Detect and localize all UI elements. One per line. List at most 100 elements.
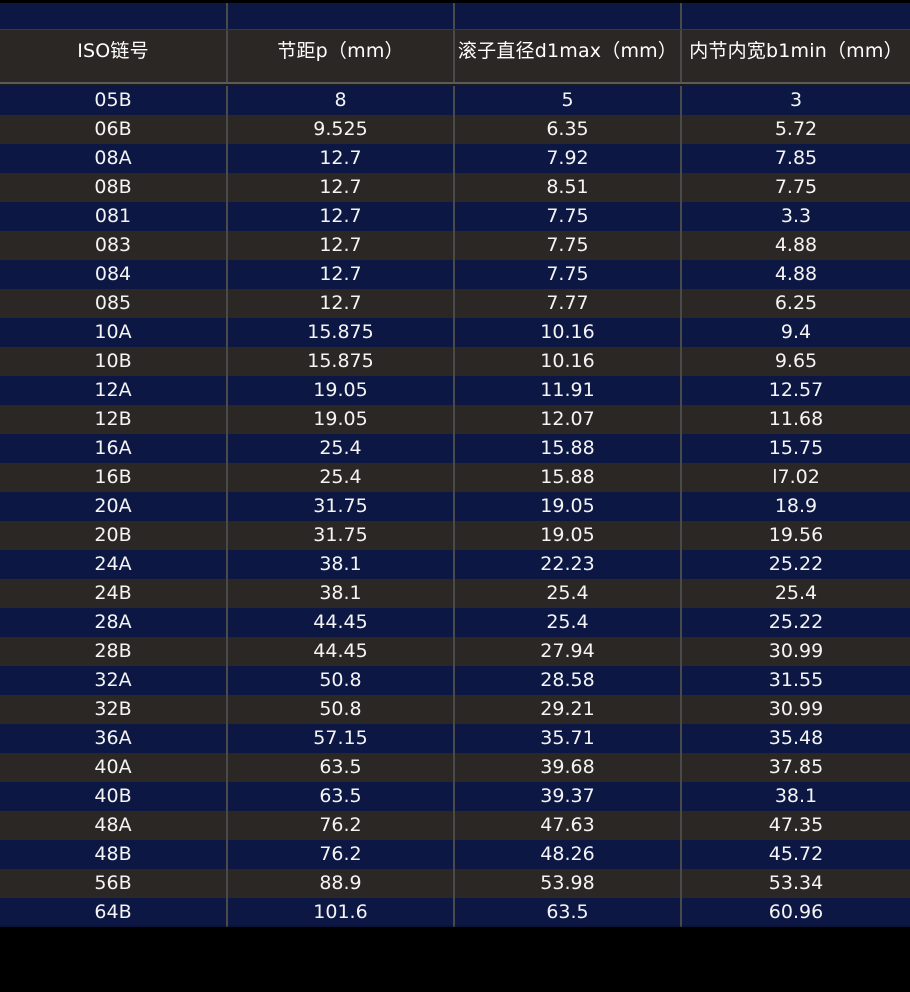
roller-diameter-cell: 6.35 xyxy=(455,115,682,144)
roller-diameter-cell: 15.88 xyxy=(455,463,682,492)
chain-number-cell: 085 xyxy=(0,289,228,318)
pitch-cell: 76.2 xyxy=(228,840,455,869)
inner-width-cell: 7.75 xyxy=(774,176,818,198)
roller-diameter-cell: 8.51 xyxy=(455,173,682,202)
chain-number-cell: 28B xyxy=(0,637,228,666)
pitch-cell: 63.5 xyxy=(228,782,455,811)
roller-diameter-cell: 53.98 xyxy=(455,869,682,898)
inner-width-cell: 25.22 xyxy=(768,611,824,633)
table-row: 64B 101.6 63.5 60.96 xyxy=(0,898,910,927)
chain-number-cell: 24A xyxy=(0,550,228,579)
inner-width-cell: 30.99 xyxy=(768,640,824,662)
top-band-cell xyxy=(455,3,682,29)
table-row: 10A 15.875 10.16 9.4 xyxy=(0,318,910,347)
table-row: 083 12.7 7.75 4.88 xyxy=(0,231,910,260)
inner-width-cell: 19.56 xyxy=(768,524,824,546)
table-row: 36A 57.15 35.71 35.48 xyxy=(0,724,910,753)
inner-width-cell: l7.02 xyxy=(772,466,820,488)
roller-diameter-cell: 48.26 xyxy=(455,840,682,869)
pitch-cell: 63.5 xyxy=(228,753,455,782)
chain-number-cell: 16B xyxy=(0,463,228,492)
roller-diameter-cell: 5 xyxy=(455,86,682,115)
table-row: 081 12.7 7.75 3.3 xyxy=(0,202,910,231)
top-band-cell xyxy=(228,3,455,29)
pitch-cell: 25.4 xyxy=(228,463,455,492)
table-row: 12A 19.05 11.91 12.57 xyxy=(0,376,910,405)
inner-width-cell: 4.88 xyxy=(774,263,818,285)
pitch-cell: 101.6 xyxy=(228,898,455,927)
inner-width-cell: 12.57 xyxy=(768,379,824,401)
roller-diameter-cell: 63.5 xyxy=(455,898,682,927)
pitch-cell: 38.1 xyxy=(228,550,455,579)
pitch-cell: 8 xyxy=(228,86,455,115)
inner-width-cell: 11.68 xyxy=(768,408,824,430)
table-row: 32B 50.8 29.21 30.99 xyxy=(0,695,910,724)
roller-diameter-cell: 12.07 xyxy=(455,405,682,434)
inner-width-cell: 47.35 xyxy=(768,814,824,836)
chain-number-cell: 081 xyxy=(0,202,228,231)
inner-width-cell: 9.65 xyxy=(774,350,818,372)
chain-number-cell: 084 xyxy=(0,260,228,289)
pitch-cell: 12.7 xyxy=(228,202,455,231)
pitch-cell: 12.7 xyxy=(228,144,455,173)
roller-diameter-cell: 10.16 xyxy=(455,318,682,347)
inner-width-cell: 18.9 xyxy=(774,495,818,517)
roller-diameter-cell: 7.77 xyxy=(455,289,682,318)
table-row: 40B 63.5 39.37 38.1 xyxy=(0,782,910,811)
table-header-row: ISO链号 节距p（mm） 滚子直径d1max（mm） 内节内宽b1min（mm… xyxy=(0,30,910,84)
table-row: 48A 76.2 47.63 47.35 xyxy=(0,811,910,840)
roller-diameter-cell: 25.4 xyxy=(455,608,682,637)
roller-diameter-cell: 7.92 xyxy=(455,144,682,173)
header-roller-diameter: 滚子直径d1max（mm） xyxy=(455,30,682,82)
pitch-cell: 15.875 xyxy=(228,318,455,347)
table-row: 084 12.7 7.75 4.88 xyxy=(0,260,910,289)
table-row: 16A 25.4 15.88 15.75 xyxy=(0,434,910,463)
inner-width-cell: 45.72 xyxy=(768,843,824,865)
chain-number-cell: 08A xyxy=(0,144,228,173)
pitch-cell: 12.7 xyxy=(228,173,455,202)
pitch-cell: 12.7 xyxy=(228,260,455,289)
header-inner-width: 内节内宽b1min（mm） xyxy=(689,40,903,62)
chain-number-cell: 08B xyxy=(0,173,228,202)
roller-diameter-cell: 22.23 xyxy=(455,550,682,579)
pitch-cell: 57.15 xyxy=(228,724,455,753)
pitch-cell: 31.75 xyxy=(228,492,455,521)
roller-diameter-cell: 19.05 xyxy=(455,521,682,550)
table-top-band xyxy=(0,3,910,30)
inner-width-cell: 3.3 xyxy=(780,205,812,227)
chain-number-cell: 64B xyxy=(0,898,228,927)
chain-number-cell: 05B xyxy=(0,86,228,115)
table-row: 40A 63.5 39.68 37.85 xyxy=(0,753,910,782)
pitch-cell: 44.45 xyxy=(228,608,455,637)
chain-number-cell: 12A xyxy=(0,376,228,405)
pitch-cell: 88.9 xyxy=(228,869,455,898)
table-row: 48B 76.2 48.26 45.72 xyxy=(0,840,910,869)
inner-width-cell: 38.1 xyxy=(774,785,818,807)
inner-width-cell: 4.88 xyxy=(774,234,818,256)
table-row: 24A 38.1 22.23 25.22 xyxy=(0,550,910,579)
inner-width-cell: 3 xyxy=(789,89,803,111)
table-row: 085 12.7 7.77 6.25 xyxy=(0,289,910,318)
roller-diameter-cell: 7.75 xyxy=(455,231,682,260)
table-row: 28A 44.45 25.4 25.22 xyxy=(0,608,910,637)
inner-width-cell: 60.96 xyxy=(768,901,824,923)
roller-diameter-cell: 15.88 xyxy=(455,434,682,463)
inner-width-cell: 37.85 xyxy=(768,756,824,778)
pitch-cell: 44.45 xyxy=(228,637,455,666)
table-row: 24B 38.1 25.4 25.4 xyxy=(0,579,910,608)
inner-width-cell: 31.55 xyxy=(768,669,824,691)
table-row: 20A 31.75 19.05 18.9 xyxy=(0,492,910,521)
roller-diameter-cell: 28.58 xyxy=(455,666,682,695)
inner-width-cell: 25.22 xyxy=(768,553,824,575)
chain-number-cell: 12B xyxy=(0,405,228,434)
pitch-cell: 12.7 xyxy=(228,289,455,318)
roller-diameter-cell: 19.05 xyxy=(455,492,682,521)
table-row: 12B 19.05 12.07 11.68 xyxy=(0,405,910,434)
chain-spec-table: ISO链号 节距p（mm） 滚子直径d1max（mm） 内节内宽b1min（mm… xyxy=(0,3,910,938)
table-row: 08A 12.7 7.92 7.85 xyxy=(0,144,910,173)
top-band-cell xyxy=(0,3,228,29)
roller-diameter-cell: 11.91 xyxy=(455,376,682,405)
chain-number-cell: 083 xyxy=(0,231,228,260)
roller-diameter-cell: 7.75 xyxy=(455,202,682,231)
roller-diameter-cell: 35.71 xyxy=(455,724,682,753)
